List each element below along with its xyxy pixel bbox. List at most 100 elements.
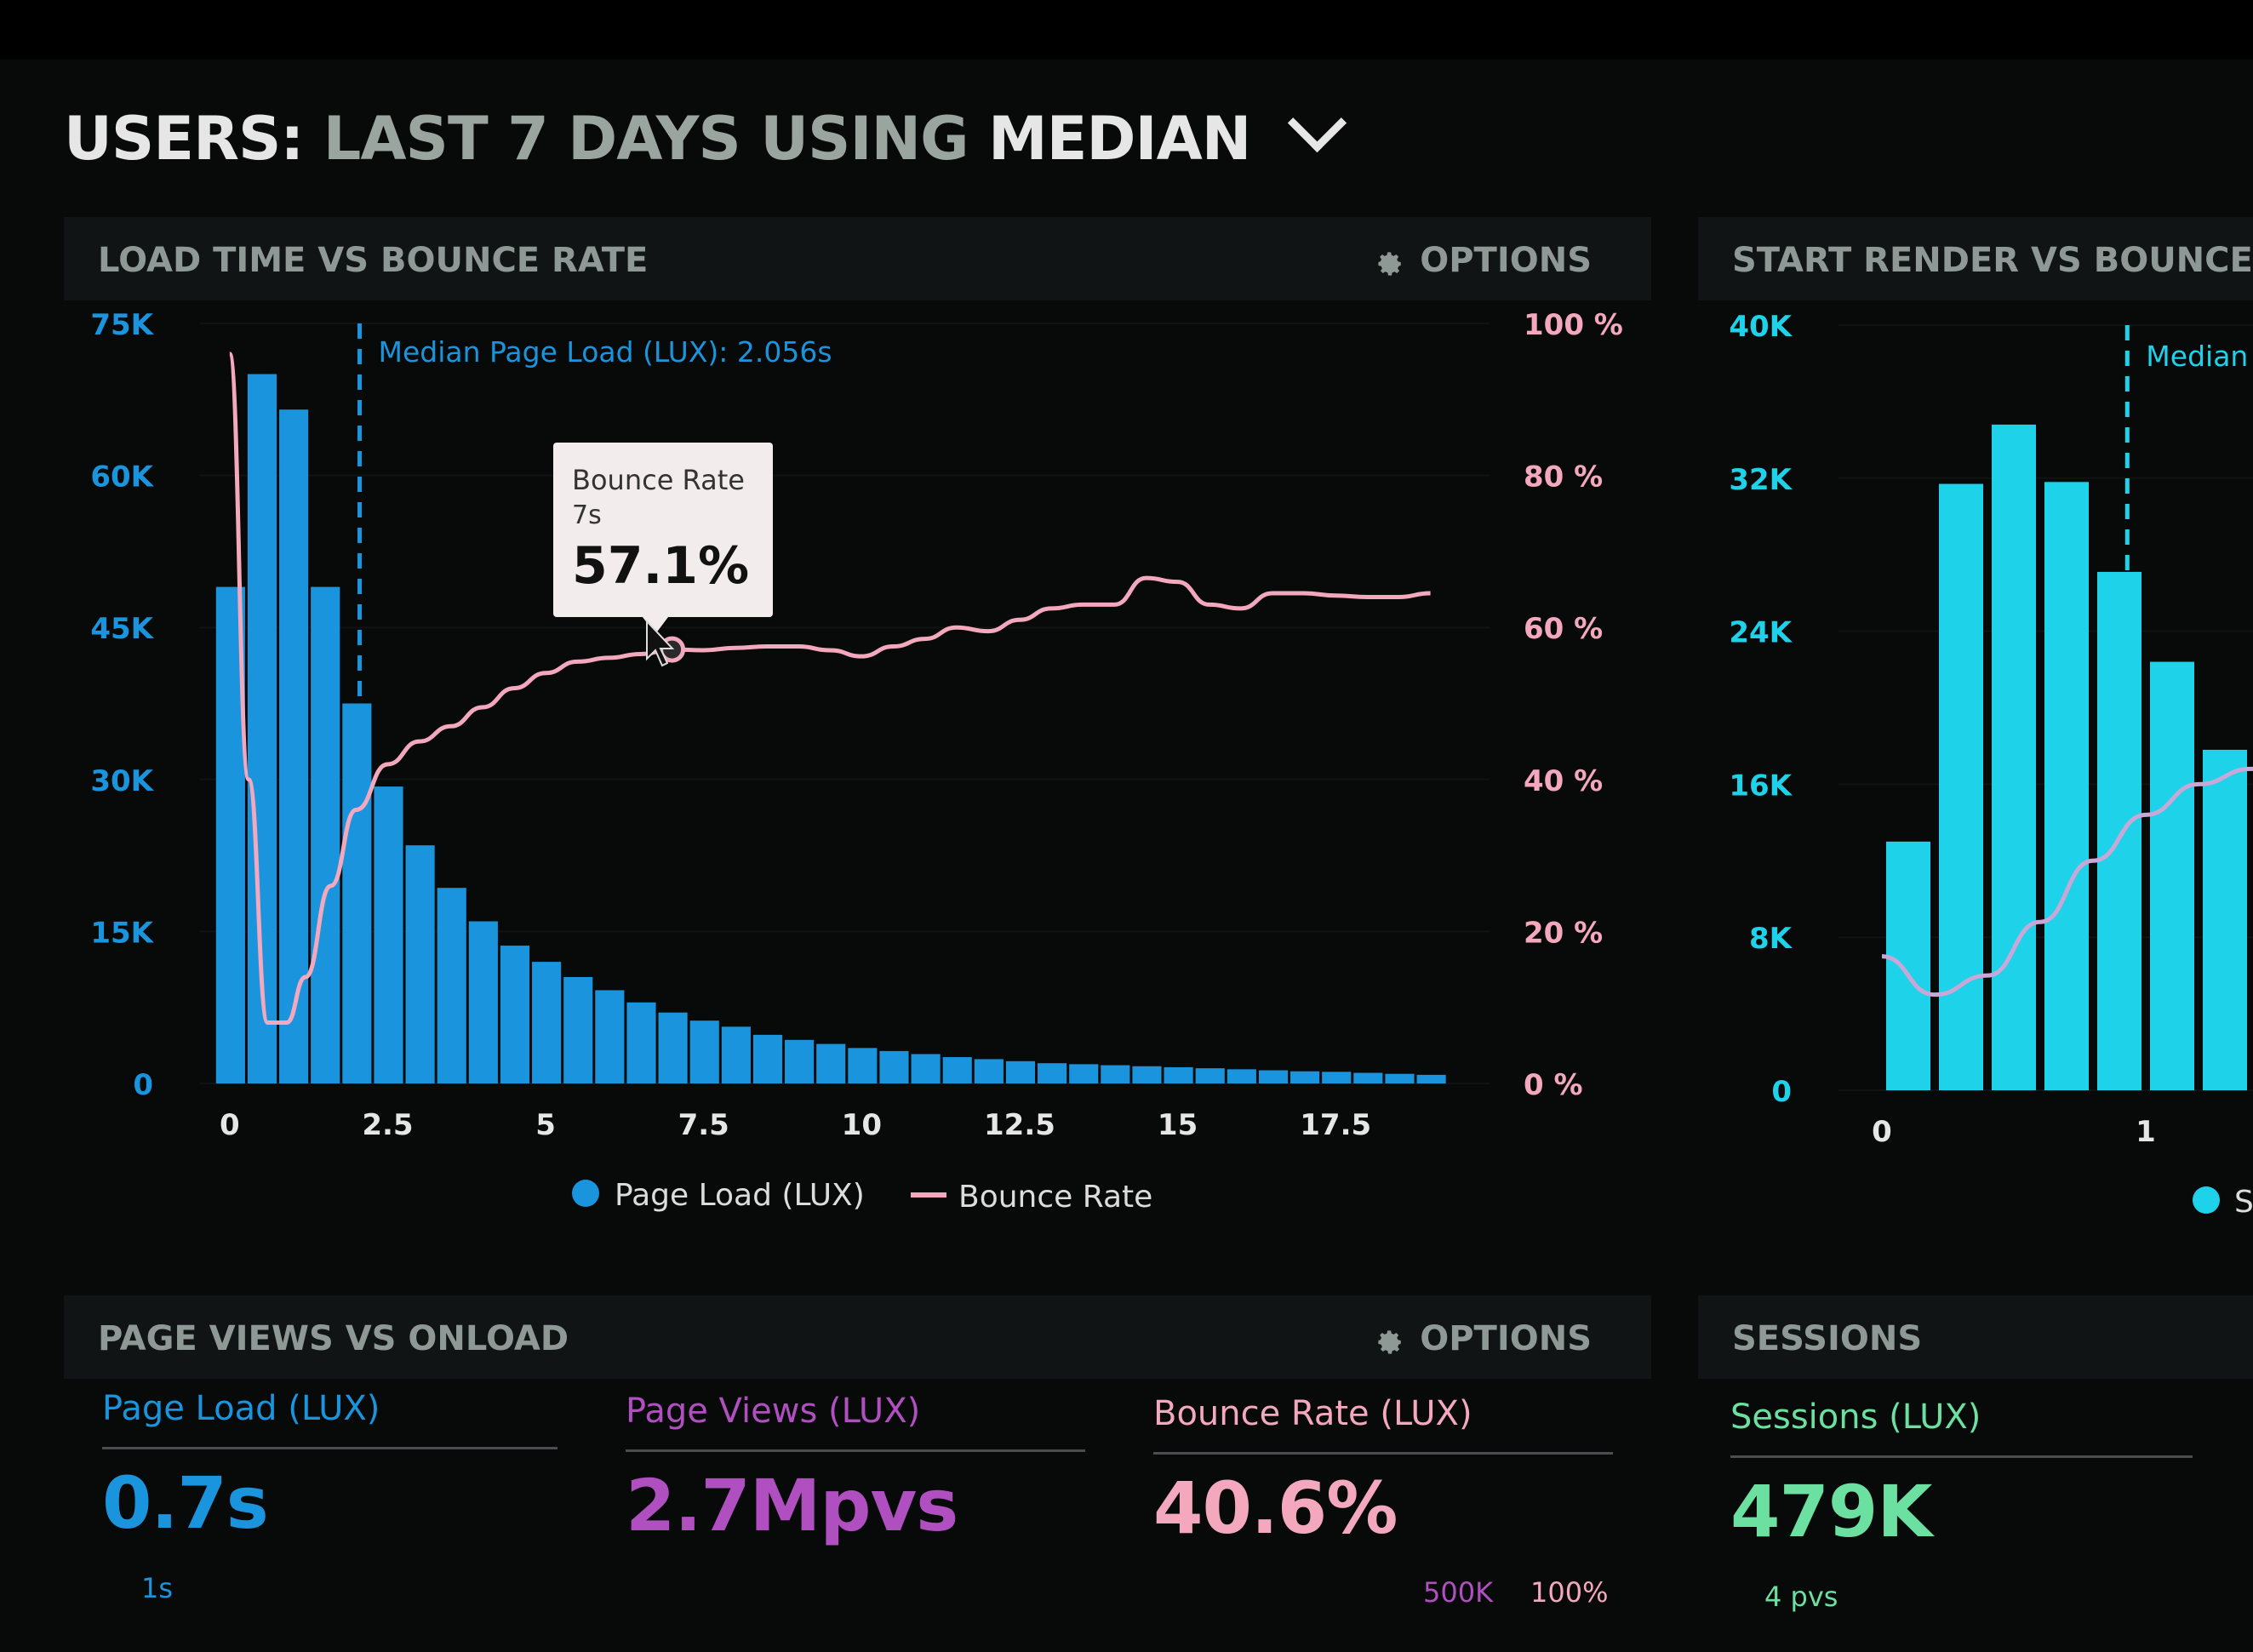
right-axis-tick-label: 0 % [1524,1068,1583,1102]
x-axis-tick-label: 2.5 [362,1108,413,1142]
bounce-rate-legend-label: Bounce Rate [958,1180,1152,1215]
page-load-bar [1164,1066,1193,1083]
page-load-bar [785,1039,815,1083]
page-load-bar [437,888,466,1083]
title-using: USING [760,104,969,174]
sessions-metric-sub: 4 pvs [1764,1581,1838,1613]
title-stat: MEDIAN [987,104,1251,174]
page-load-bar [911,1054,941,1083]
right-axis-tick-label: 60 % [1524,612,1603,646]
load-time-panel-title: LOAD TIME VS BOUNCE RATE [98,241,649,280]
load-time-bars [215,374,1446,1083]
page-load-bar [721,1026,751,1083]
mouse-cursor-icon [646,619,675,667]
page-views-metric: Page Views (LUX) 2.7Mpvs [626,1392,1085,1547]
sessions-metric-value: 479K [1730,1470,1932,1553]
bounce-rate-line [227,352,1431,1026]
bounce-rate-tooltip: Bounce Rate 7s 57.1% [553,443,773,634]
page-load-bar [848,1048,878,1083]
left-axis-tick-label: 24K [1729,616,1793,650]
page-load-bar [532,962,562,1083]
start-render-bar [2044,482,2089,1090]
page-load-bar [374,786,403,1083]
load-time-panel-header: LOAD TIME VS BOUNCE RATE OPTIONS [64,217,1651,300]
start-render-panel-title: START RENDER VS BOUNCE [1732,241,2253,280]
load-time-legend: Page Load (LUX) Bounce Rate [572,1178,1152,1215]
page-load-bar [563,976,593,1083]
tooltip-series: Bounce Rate [572,464,745,496]
load-time-right-axis: 0 % 20 % 40 % 60 % 80 % 100 % [1524,308,1623,1102]
page-load-bar [1038,1063,1067,1083]
page-load-bar [816,1043,846,1083]
page-load-legend-swatch [572,1180,599,1207]
page-load-bar [1258,1070,1289,1083]
page-load-bar [1353,1072,1383,1083]
start-render-legend-label: S [2234,1185,2253,1220]
page-load-bar [595,990,625,1083]
gear-icon [1375,248,1401,276]
page-load-bar [1132,1066,1162,1083]
page-load-bar [1290,1071,1320,1083]
metric-divider [1730,1455,2193,1458]
sessions-metric: Sessions (LUX) 479K [1730,1398,2193,1553]
load-time-options-button[interactable]: OPTIONS [1375,241,1592,280]
bounce-rate-metric-sub-a: 500K [1423,1576,1494,1609]
start-render-bars [1886,424,2247,1090]
right-axis-tick-label: 100 % [1524,308,1623,342]
x-axis-tick-label: 0 [1872,1115,1892,1149]
x-axis-tick-label: 0 [220,1108,240,1142]
page-views-options-button[interactable]: OPTIONS [1375,1319,1592,1358]
page-load-bar [1385,1073,1415,1083]
page-load-bar [1101,1065,1130,1083]
sessions-panel-title: SESSIONS [1732,1319,1923,1358]
median-page-load-label: Median Page Load (LUX): 2.056s [379,335,832,369]
x-axis-tick-label: 15 [1158,1108,1198,1142]
bounce-rate-metric-label: Bounce Rate (LUX) [1153,1394,1472,1433]
tooltip-value: 57.1% [572,536,749,596]
page-views-panel-header: PAGE VIEWS VS ONLOAD OPTIONS [64,1295,1651,1379]
page-load-metric-sub: 1s [141,1572,174,1604]
x-axis-tick-label: 1 [2136,1115,2156,1149]
page-load-bar [1069,1064,1099,1083]
right-axis-tick-label: 80 % [1524,460,1603,494]
page-views-panel-title: PAGE VIEWS VS ONLOAD [98,1319,569,1358]
page-views-metric-label: Page Views (LUX) [626,1392,921,1431]
options-label: OPTIONS [1420,1319,1592,1358]
page-load-bar [974,1059,1004,1083]
page-views-metric-value: 2.7Mpvs [626,1464,958,1547]
page-title[interactable]: USERS: LAST 7 DAYS USING MEDIAN [64,93,1347,174]
start-render-bar [2097,571,2141,1090]
left-axis-tick-label: 40K [1729,310,1793,344]
options-label: OPTIONS [1420,241,1592,280]
bounce-rate-metric-value: 40.6% [1153,1466,1398,1550]
page-load-metric-label: Page Load (LUX) [102,1389,380,1428]
page-load-bar [658,1012,688,1083]
page-load-bar [405,845,435,1083]
median-start-render-label: Median S [2146,340,2253,373]
bounce-rate-metric: Bounce Rate (LUX) 40.6% [1153,1394,1613,1550]
x-axis-tick-label: 12.5 [984,1108,1055,1142]
page-load-bar [500,946,530,1083]
page-load-bar [279,409,309,1083]
page-load-metric: Page Load (LUX) 0.7s [102,1389,558,1545]
x-axis-tick-label: 5 [535,1108,556,1142]
page-load-bar [626,1002,656,1083]
title-range: LAST 7 DAYS [323,104,741,174]
start-render-panel-header: START RENDER VS BOUNCE [1698,217,2253,300]
start-render-left-axis: 0 8K 16K 24K 32K 40K [1729,310,1793,1109]
left-axis-tick-label: 8K [1749,922,1793,956]
left-axis-tick-label: 0 [133,1068,153,1102]
page-load-bar [311,586,340,1083]
page-load-bar [342,703,372,1083]
start-render-legend-swatch [2193,1186,2220,1214]
load-time-left-axis: 0 15K 30K 45K 60K 75K [90,308,154,1102]
start-render-bar [1992,424,2036,1090]
right-axis-tick-label: 20 % [1524,916,1603,950]
load-time-x-axis: 0 2.5 5 7.5 10 12.5 15 17.5 [220,1108,1371,1142]
page-load-bar [942,1057,972,1083]
left-axis-tick-label: 60K [90,460,154,494]
page-load-bar [1416,1074,1446,1083]
left-axis-tick-label: 15K [90,916,154,950]
start-render-bounce-line [1881,766,2253,997]
